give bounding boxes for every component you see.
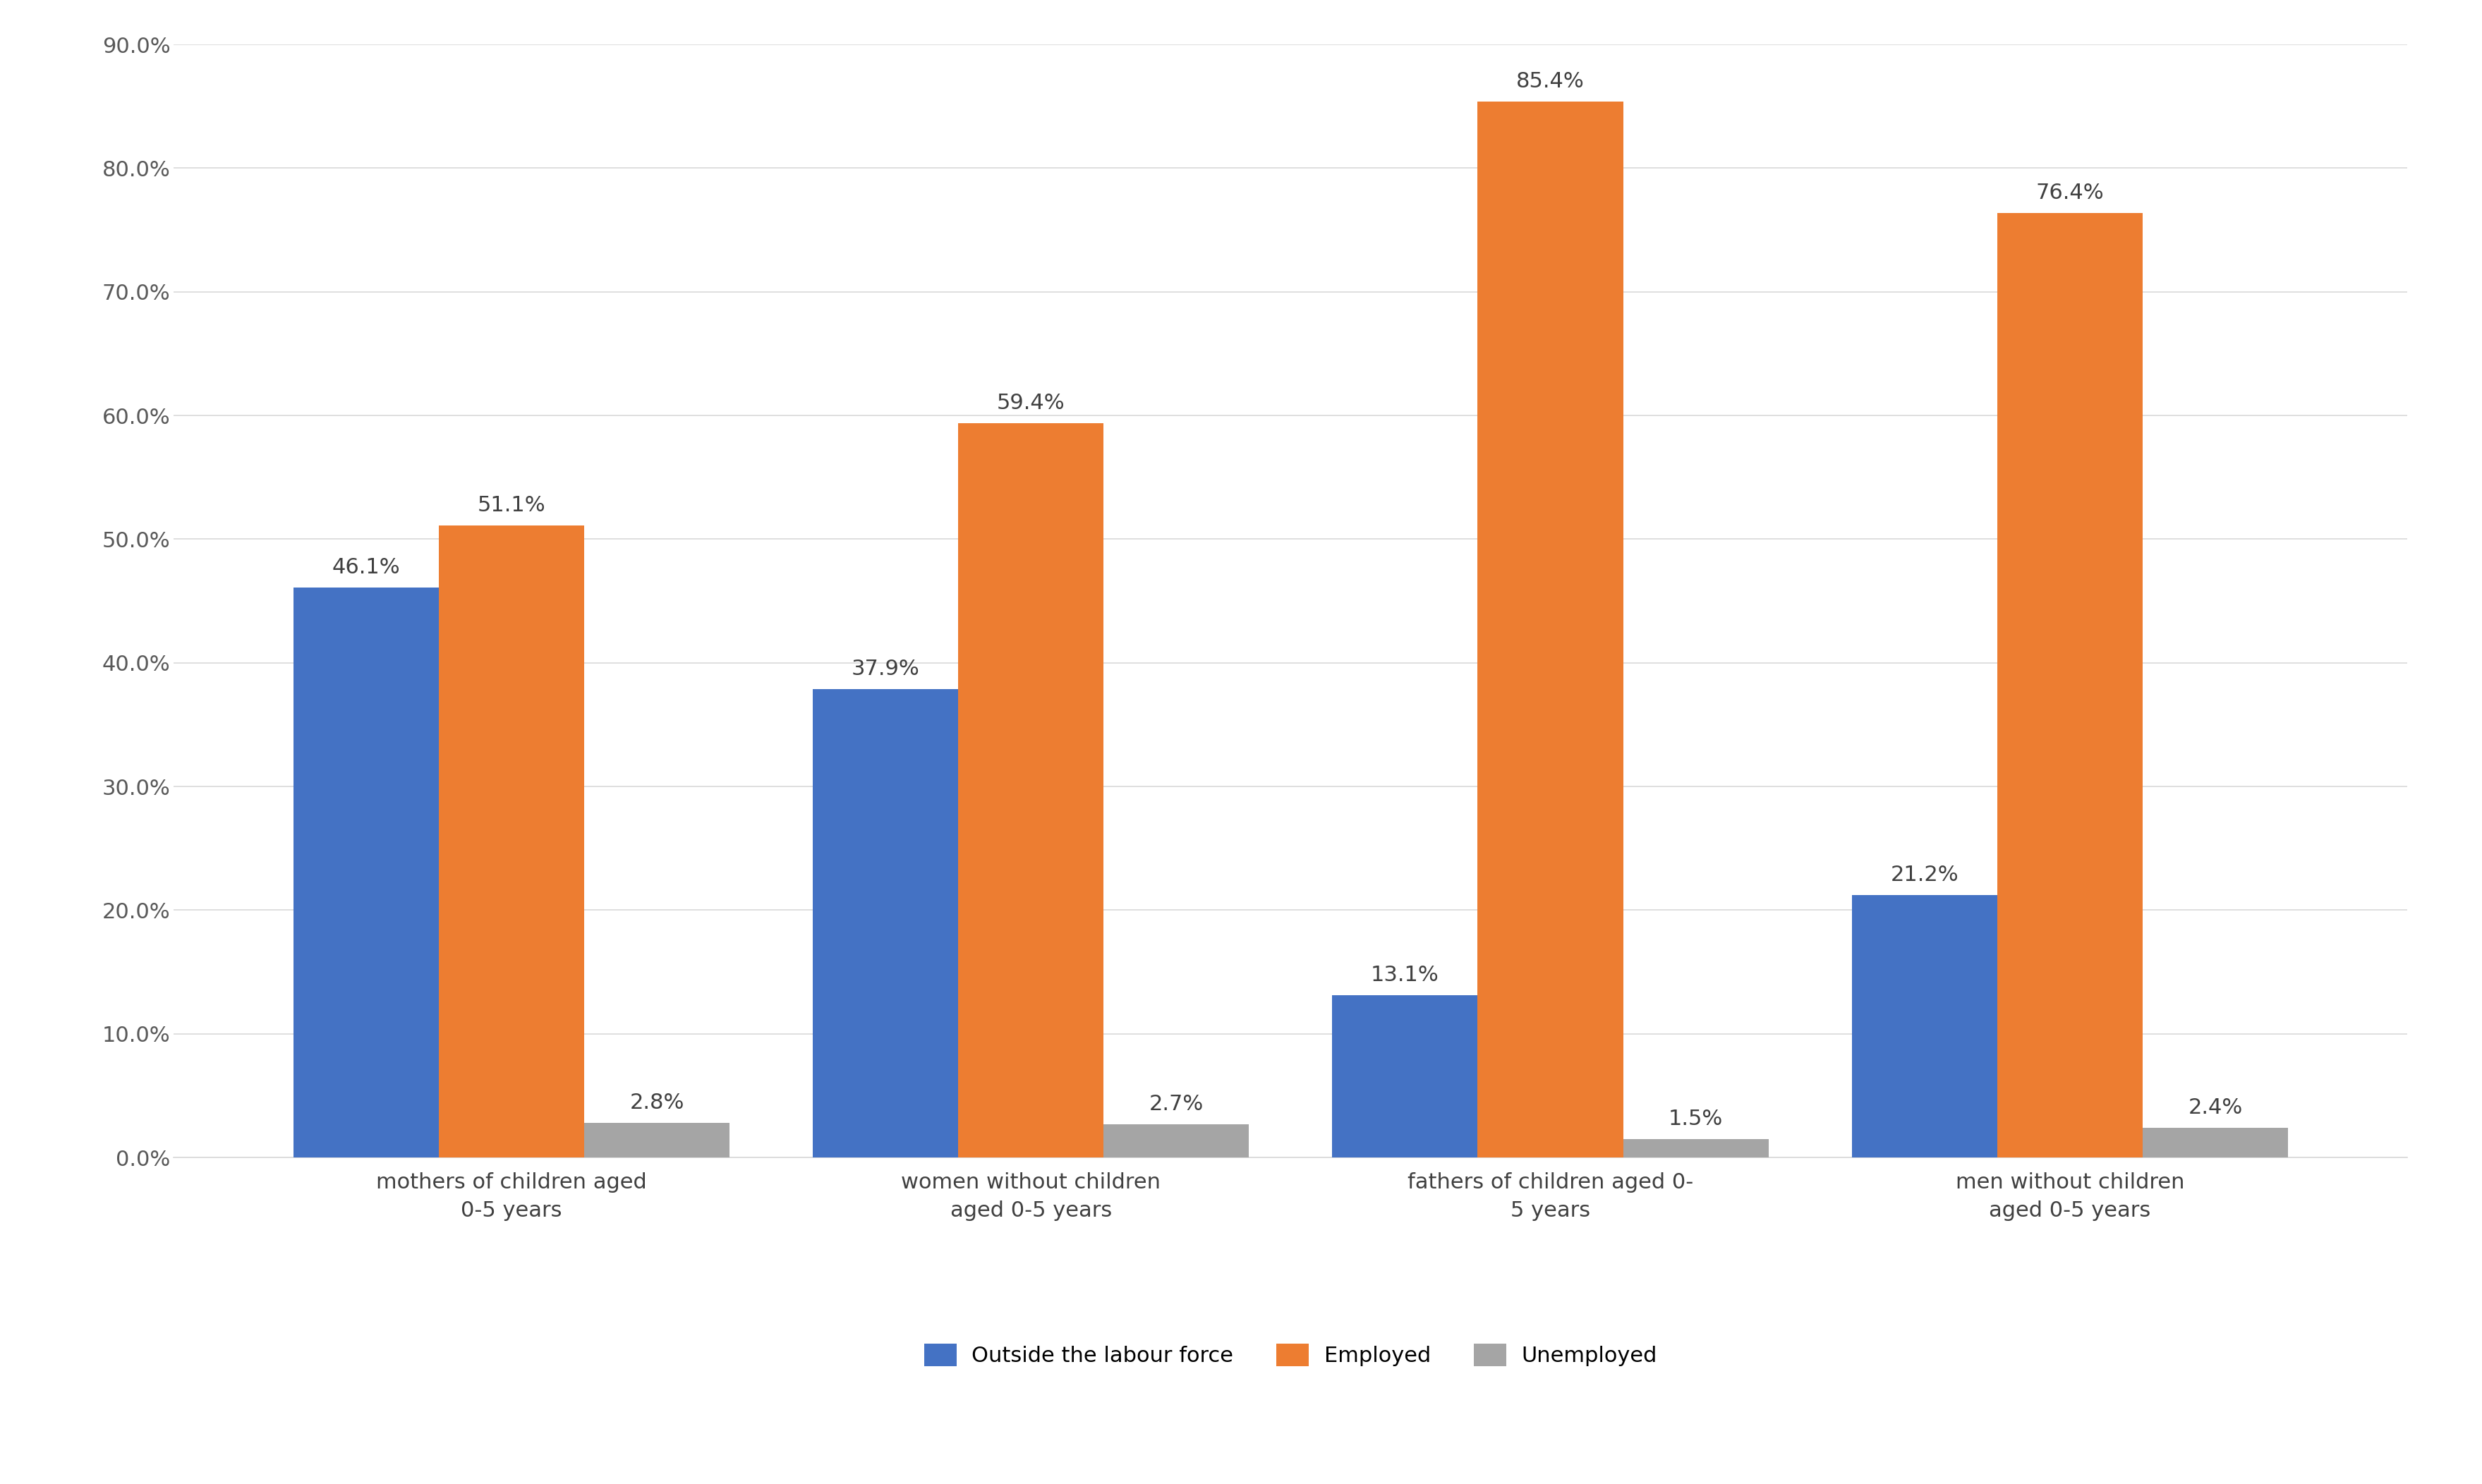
Bar xyxy=(2142,1128,2288,1158)
Text: 46.1%: 46.1% xyxy=(333,556,400,577)
Text: 2.8%: 2.8% xyxy=(630,1092,685,1113)
Text: 37.9%: 37.9% xyxy=(851,659,918,680)
Text: 59.4%: 59.4% xyxy=(998,393,1065,413)
Text: 2.7%: 2.7% xyxy=(1149,1094,1204,1114)
Bar xyxy=(293,588,439,1158)
Bar xyxy=(812,689,958,1158)
Text: 1.5%: 1.5% xyxy=(1668,1109,1723,1129)
Bar xyxy=(1623,1140,1770,1158)
Text: 85.4%: 85.4% xyxy=(1517,71,1584,92)
Bar xyxy=(1998,212,2142,1158)
Text: 13.1%: 13.1% xyxy=(1370,965,1440,985)
Bar xyxy=(1333,996,1477,1158)
Bar xyxy=(583,1123,730,1158)
Text: 2.4%: 2.4% xyxy=(2189,1098,2244,1117)
Text: 21.2%: 21.2% xyxy=(1891,865,1958,886)
Text: 51.1%: 51.1% xyxy=(477,496,546,516)
Bar xyxy=(958,423,1104,1158)
Legend: Outside the labour force, Employed, Unemployed: Outside the labour force, Employed, Unem… xyxy=(916,1336,1665,1376)
Bar xyxy=(439,525,583,1158)
Text: 76.4%: 76.4% xyxy=(2035,183,2105,203)
Bar xyxy=(1477,101,1623,1158)
Bar xyxy=(1852,895,1998,1158)
Bar xyxy=(1104,1125,1248,1158)
